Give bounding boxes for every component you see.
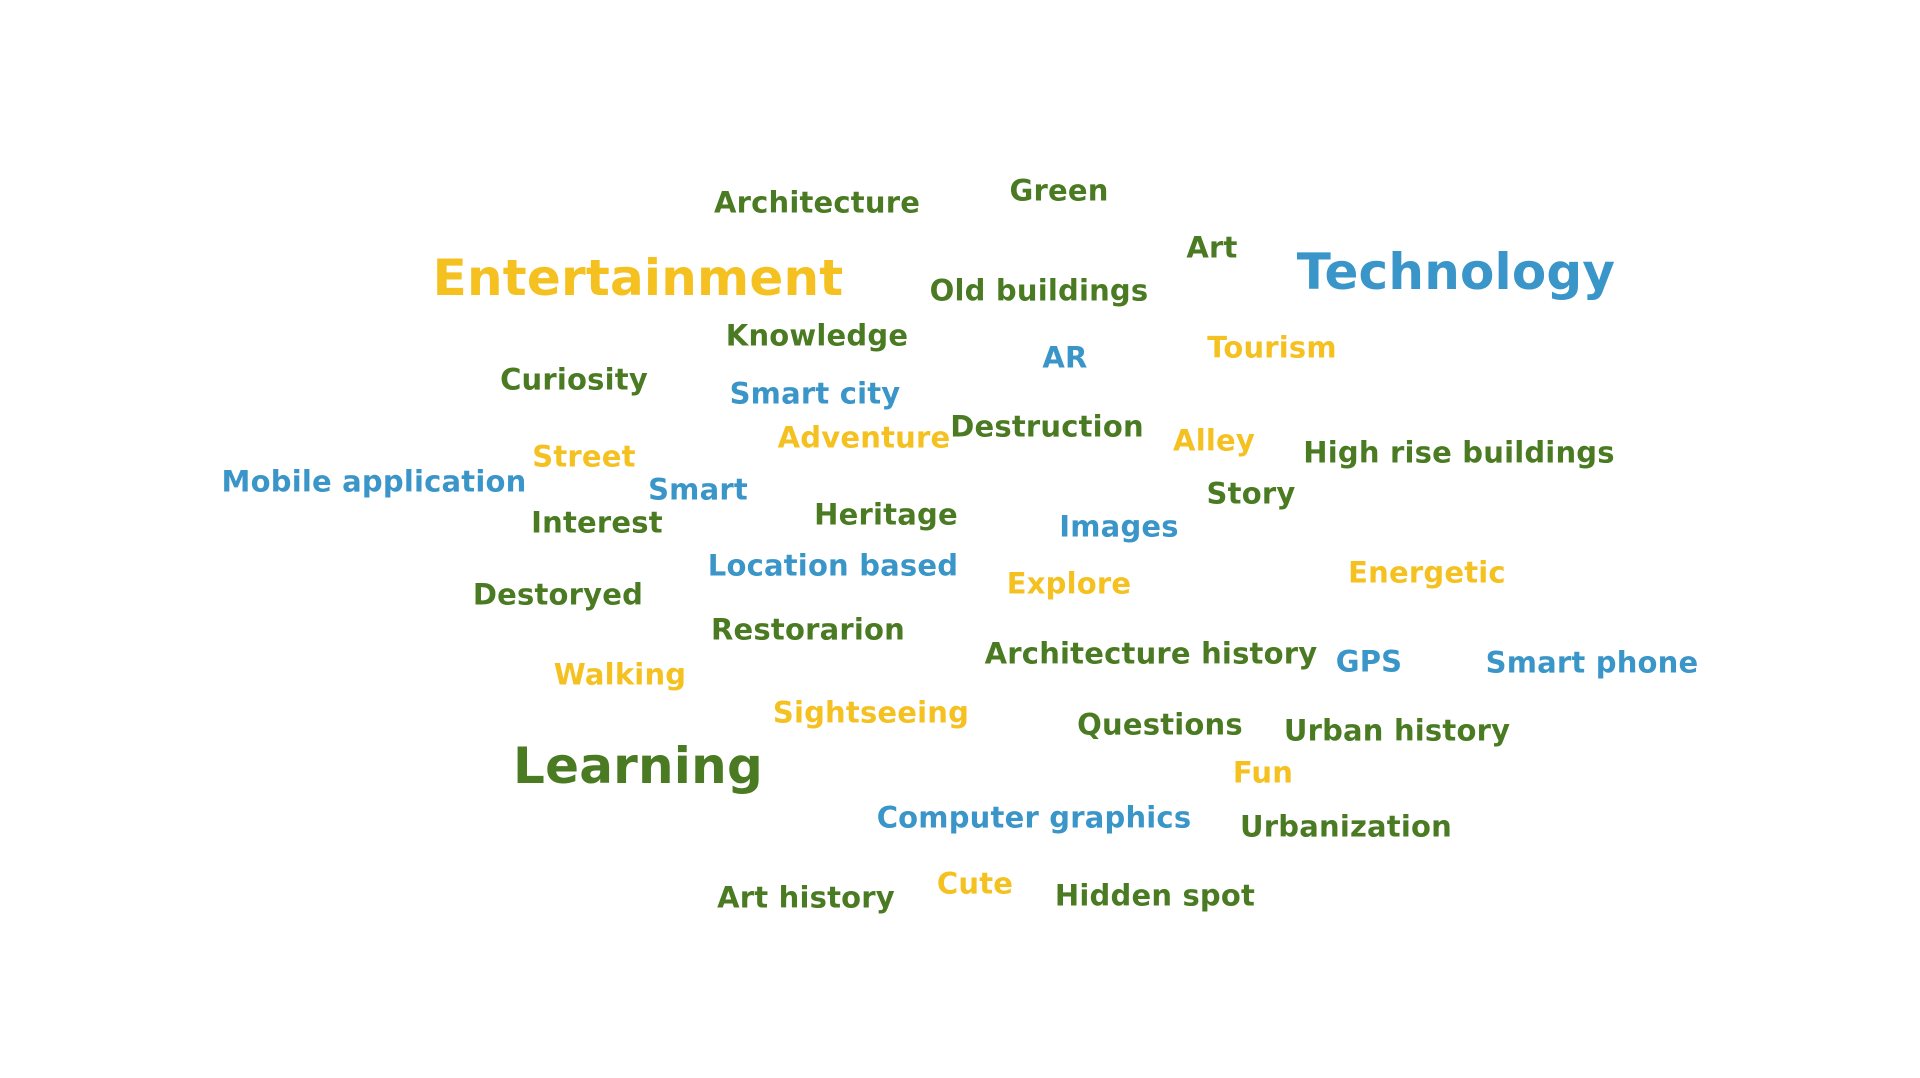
word-knowledge: Knowledge bbox=[725, 318, 909, 353]
word-destoryed: Destoryed bbox=[472, 577, 644, 612]
word-computer-graphics: Computer graphics bbox=[876, 800, 1192, 835]
word-restorarion: Restorarion bbox=[711, 612, 905, 647]
word-story: Story bbox=[1206, 476, 1296, 511]
word-cute: Cute bbox=[936, 866, 1014, 901]
word-fun: Fun bbox=[1232, 755, 1294, 790]
word-heritage: Heritage bbox=[814, 497, 958, 532]
word-location-based: Location based bbox=[707, 548, 959, 583]
word-gps: GPS bbox=[1335, 644, 1403, 679]
word-high-rise-buildings: High rise buildings bbox=[1303, 435, 1615, 470]
word-old-buildings: Old buildings bbox=[929, 273, 1149, 308]
word-images: Images bbox=[1059, 509, 1179, 544]
word-alley: Alley bbox=[1173, 423, 1255, 458]
word-green: Green bbox=[1009, 173, 1109, 208]
word-urban-history: Urban history bbox=[1283, 713, 1511, 748]
word-destruction: Destruction bbox=[950, 409, 1144, 444]
word-adventure: Adventure bbox=[777, 420, 951, 455]
word-interest: Interest bbox=[531, 505, 663, 540]
word-entertainment: Entertainment bbox=[432, 249, 844, 307]
word-architecture-history: Architecture history bbox=[984, 636, 1318, 671]
word-energetic: Energetic bbox=[1348, 555, 1506, 590]
word-hidden-spot: Hidden spot bbox=[1054, 878, 1256, 913]
word-art-history: Art history bbox=[717, 880, 895, 915]
word-learning: Learning bbox=[513, 737, 763, 795]
word-smart: Smart bbox=[648, 472, 748, 507]
word-urbanization: Urbanization bbox=[1240, 809, 1452, 844]
word-smart-city: Smart city bbox=[729, 376, 901, 411]
word-tourism: Tourism bbox=[1207, 330, 1337, 365]
word-sightseeing: Sightseeing bbox=[772, 695, 970, 730]
word-mobile-application: Mobile application bbox=[221, 464, 527, 499]
word-explore: Explore bbox=[1006, 566, 1132, 601]
word-architecture: Architecture bbox=[713, 185, 921, 220]
word-smart-phone: Smart phone bbox=[1485, 645, 1699, 680]
word-walking: Walking bbox=[553, 657, 687, 692]
word-ar: AR bbox=[1042, 340, 1088, 375]
word-curiosity: Curiosity bbox=[500, 362, 648, 397]
word-questions: Questions bbox=[1077, 707, 1243, 742]
word-technology: Technology bbox=[1296, 243, 1616, 301]
word-art: Art bbox=[1186, 230, 1238, 265]
word-street: Street bbox=[532, 439, 636, 474]
